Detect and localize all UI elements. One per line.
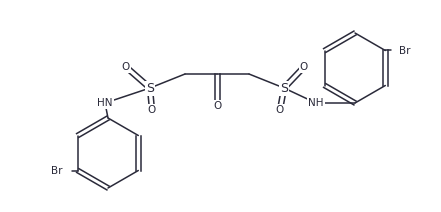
Text: O: O xyxy=(300,62,308,72)
Text: NH: NH xyxy=(308,98,324,108)
Text: O: O xyxy=(148,105,156,115)
Text: Br: Br xyxy=(399,46,410,56)
Text: O: O xyxy=(122,62,130,72)
Text: HN: HN xyxy=(97,98,113,108)
Text: O: O xyxy=(276,105,284,115)
Text: S: S xyxy=(146,81,154,95)
Text: O: O xyxy=(213,101,221,111)
Text: Br: Br xyxy=(51,166,63,176)
Text: S: S xyxy=(280,81,288,95)
